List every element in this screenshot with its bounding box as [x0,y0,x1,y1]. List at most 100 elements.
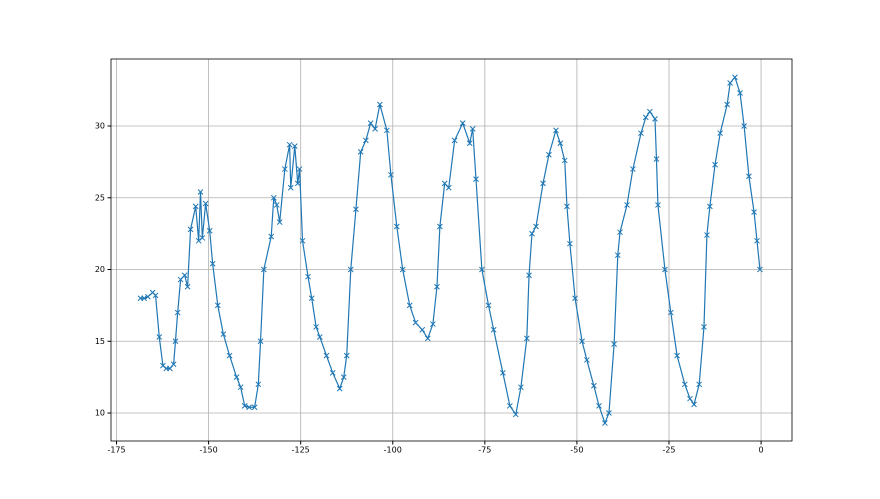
marker [741,123,747,129]
marker [500,369,506,376]
marker [717,130,724,137]
marker [583,357,590,363]
marker [557,140,564,147]
marker [206,227,213,234]
marker [347,266,354,273]
marker [424,335,431,342]
marker [638,130,644,137]
marker [257,338,264,345]
marker [141,295,148,302]
marker [296,166,303,172]
marker [564,203,570,210]
marker [459,120,466,126]
marker [340,374,347,380]
marker [270,194,277,201]
x-tick-label: 0 [759,446,764,455]
marker [724,101,731,108]
marker [367,120,374,126]
marker [192,203,199,210]
marker [630,166,636,172]
marker [287,184,294,191]
marker [260,266,267,273]
marker [399,266,406,273]
marker [174,309,181,316]
marker [546,151,552,158]
marker [214,302,221,309]
marker [434,283,440,290]
marker [526,272,532,279]
y-tick-label: 30 [95,122,105,131]
marker [445,184,452,191]
marker [308,295,315,302]
marker [209,260,216,267]
plot-frame [110,58,793,442]
data-line [140,76,761,425]
marker [490,326,497,333]
marker [691,401,697,408]
marker [255,381,262,388]
marker [313,324,320,330]
marker [441,180,448,187]
marker [226,352,233,359]
marker [507,402,513,409]
marker [241,402,248,409]
marker [237,384,244,391]
marker [653,156,660,162]
marker [473,176,479,182]
marker [377,101,383,108]
marker [152,292,159,299]
marker [533,223,539,230]
marker [406,302,413,309]
marker [681,381,688,388]
marker [687,395,693,402]
marker [323,352,330,359]
marker [611,341,617,347]
marker [437,223,443,230]
marker [202,200,209,207]
marker [606,410,612,416]
marker [732,74,738,81]
marker [412,319,419,326]
marker [712,161,718,168]
marker [281,166,288,172]
marker [479,266,485,273]
marker [646,108,653,115]
marker [305,273,311,280]
marker [291,143,298,149]
marker [667,309,674,316]
marker [195,237,202,244]
marker [572,295,578,302]
marker [144,293,151,300]
y-tick-label: 20 [95,265,105,274]
marker [343,352,350,359]
marker [662,266,668,273]
marker [757,266,763,273]
x-tick-label: -75 [478,446,491,455]
marker [372,126,378,132]
x-tick-label: -25 [662,446,675,455]
marker [451,137,458,144]
marker [276,219,283,226]
marker [746,173,752,180]
marker [523,335,530,342]
marker [268,233,275,240]
marker [187,226,194,233]
marker [614,252,621,259]
marker [655,202,661,208]
marker [384,127,390,134]
marker [485,302,492,309]
marker [553,127,559,134]
marker [624,202,630,208]
marker [251,404,258,411]
marker [273,202,280,208]
marker [602,420,608,426]
marker [701,324,707,330]
marker [329,369,336,376]
marker [617,229,623,236]
marker [754,237,760,244]
marker [674,352,680,359]
x-tick-label: -125 [292,446,310,455]
marker [357,148,364,155]
marker [642,114,649,121]
